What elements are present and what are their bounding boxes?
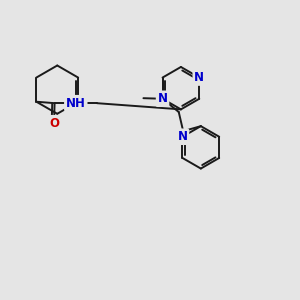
Text: N: N — [178, 130, 188, 143]
Text: NH: NH — [66, 97, 86, 110]
Text: O: O — [49, 117, 59, 130]
Text: N: N — [194, 71, 204, 84]
Text: N: N — [158, 92, 168, 105]
